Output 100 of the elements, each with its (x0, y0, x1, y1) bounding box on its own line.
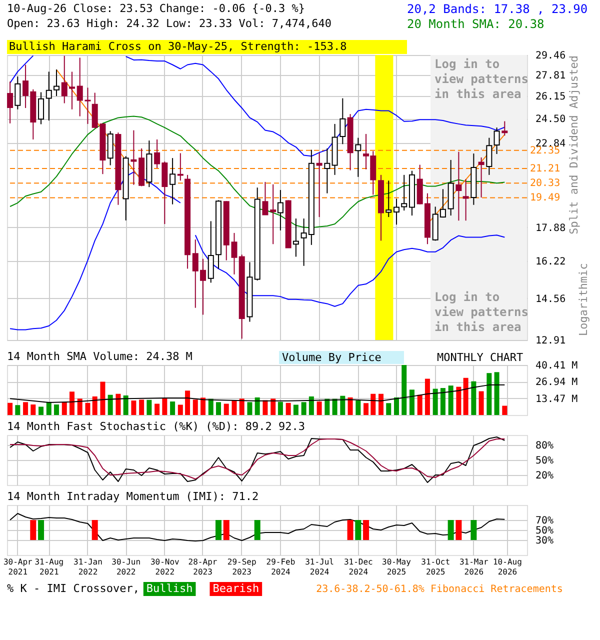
bar (286, 402, 291, 415)
chart-subtitle: Open: 23.63 High: 24.32 Low: 23.33 Vol: 7,474,640 (7, 17, 332, 30)
bar (386, 403, 392, 415)
bar (378, 394, 384, 415)
chart-title: 14 Month SMA Volume: 24.38 M (7, 350, 193, 363)
bar (192, 400, 198, 415)
bar (316, 402, 322, 415)
y-tick-label: 70% (536, 516, 554, 526)
bar (178, 404, 183, 415)
y-tick-label: 13.47 M (536, 394, 578, 405)
candlestick (478, 156, 484, 198)
candlestick (462, 178, 469, 222)
bar (15, 405, 20, 415)
bar (332, 398, 338, 415)
text: 23.6-38.2-50-61.8% Fibonacci Retracements (316, 584, 563, 595)
candlestick (386, 180, 392, 218)
x-tick-label: 29-Feb 2024 (266, 558, 296, 576)
bar (232, 400, 237, 415)
chart-title: 14 Month Fast Stochastic (%K) (%D): 89.2 92.3 (7, 420, 306, 433)
line-series (10, 513, 506, 542)
bar (456, 386, 462, 415)
y-tick-label: 26.94 M (536, 377, 578, 388)
y-tick-label: 27.81 (536, 70, 566, 82)
candlestick (208, 220, 214, 284)
bar (340, 396, 346, 415)
bar (146, 400, 152, 415)
bar (278, 402, 283, 415)
bar (170, 402, 176, 415)
bar (440, 388, 446, 415)
bar (139, 400, 144, 415)
bar (448, 386, 454, 415)
candlestick (316, 152, 322, 218)
y-axis-title: Split and Dividend Adjusted (568, 56, 581, 234)
x-tick-label: 31-Aug 2021 (34, 558, 64, 576)
bar (23, 402, 28, 415)
bar (8, 402, 13, 415)
bar (154, 404, 160, 415)
bar (62, 402, 67, 415)
bar (409, 390, 414, 415)
y-tick-label: 16.22 (536, 256, 566, 268)
bar (417, 394, 422, 415)
bar (478, 391, 484, 415)
bar (131, 400, 136, 415)
candlestick (292, 218, 299, 258)
bar (123, 395, 128, 415)
y-tick-label: 30% (536, 536, 554, 546)
y-tick-label: 20% (536, 470, 554, 482)
candlestick (7, 81, 14, 124)
bar (30, 404, 36, 415)
y-tick-label: 24.50 (536, 114, 566, 126)
bar (247, 402, 252, 415)
bar (200, 398, 206, 415)
bar (301, 402, 306, 415)
bar (394, 397, 399, 415)
text: 20,2 Bands: 17.38 , 23.90 (407, 2, 588, 16)
candlestick (38, 92, 44, 125)
x-tick-label: 30-Jun 2022 (112, 558, 141, 576)
x-tick-label: 28-Apr 2023 (188, 558, 218, 576)
bar (70, 392, 74, 415)
candlestick (14, 76, 21, 110)
candlestick (456, 151, 462, 222)
bar (308, 396, 314, 415)
band-label: Bullish Harami Cross on 30-May-25, Strength: -153.8 (9, 40, 347, 53)
candlestick (170, 158, 176, 205)
text: Volume By Price (282, 351, 382, 364)
x-tick-label: 31-Dec 2024 (344, 558, 374, 576)
bar (424, 378, 430, 415)
bar (38, 406, 44, 415)
bar (324, 398, 330, 415)
text: 20 Month SMA: 20.38 (407, 17, 544, 31)
bar (370, 394, 376, 415)
ref-line-label: 20.33 (530, 178, 560, 190)
bar (77, 398, 82, 415)
x-tick-label: 31-Mar 2026 (459, 558, 489, 576)
x-tick-label: 30-Nov 2022 (150, 558, 180, 576)
chart-title: 14 Month Intraday Momentum (IMI): 71.2 (7, 490, 259, 503)
bar (486, 373, 492, 415)
ref-line-label: 21.21 (530, 164, 560, 174)
bar (356, 400, 361, 415)
ref-line-label: 19.49 (530, 192, 560, 204)
y-tick-label: 26.15 (536, 92, 566, 103)
bar (270, 398, 276, 415)
text: Logarithmic (577, 263, 590, 336)
band-label: Log in to view patterns in this area (434, 57, 528, 101)
text: Bullish (146, 582, 193, 595)
bar (116, 394, 121, 415)
bar (100, 382, 106, 415)
x-tick-label: 10-Aug 2026 (492, 558, 522, 576)
bar (108, 394, 113, 415)
text: MONTHLY CHART (437, 351, 524, 364)
bar (463, 378, 468, 415)
bar (54, 404, 60, 415)
bar (92, 396, 98, 415)
y-tick-label: 50% (536, 526, 554, 536)
text: Bearish (212, 582, 260, 595)
candlestick (355, 137, 362, 178)
bar (364, 403, 369, 415)
x-tick-label: 29-Sep 2023 (227, 558, 256, 576)
candlestick (494, 127, 500, 154)
legend-title: % K - IMI Crossover, (7, 582, 140, 595)
